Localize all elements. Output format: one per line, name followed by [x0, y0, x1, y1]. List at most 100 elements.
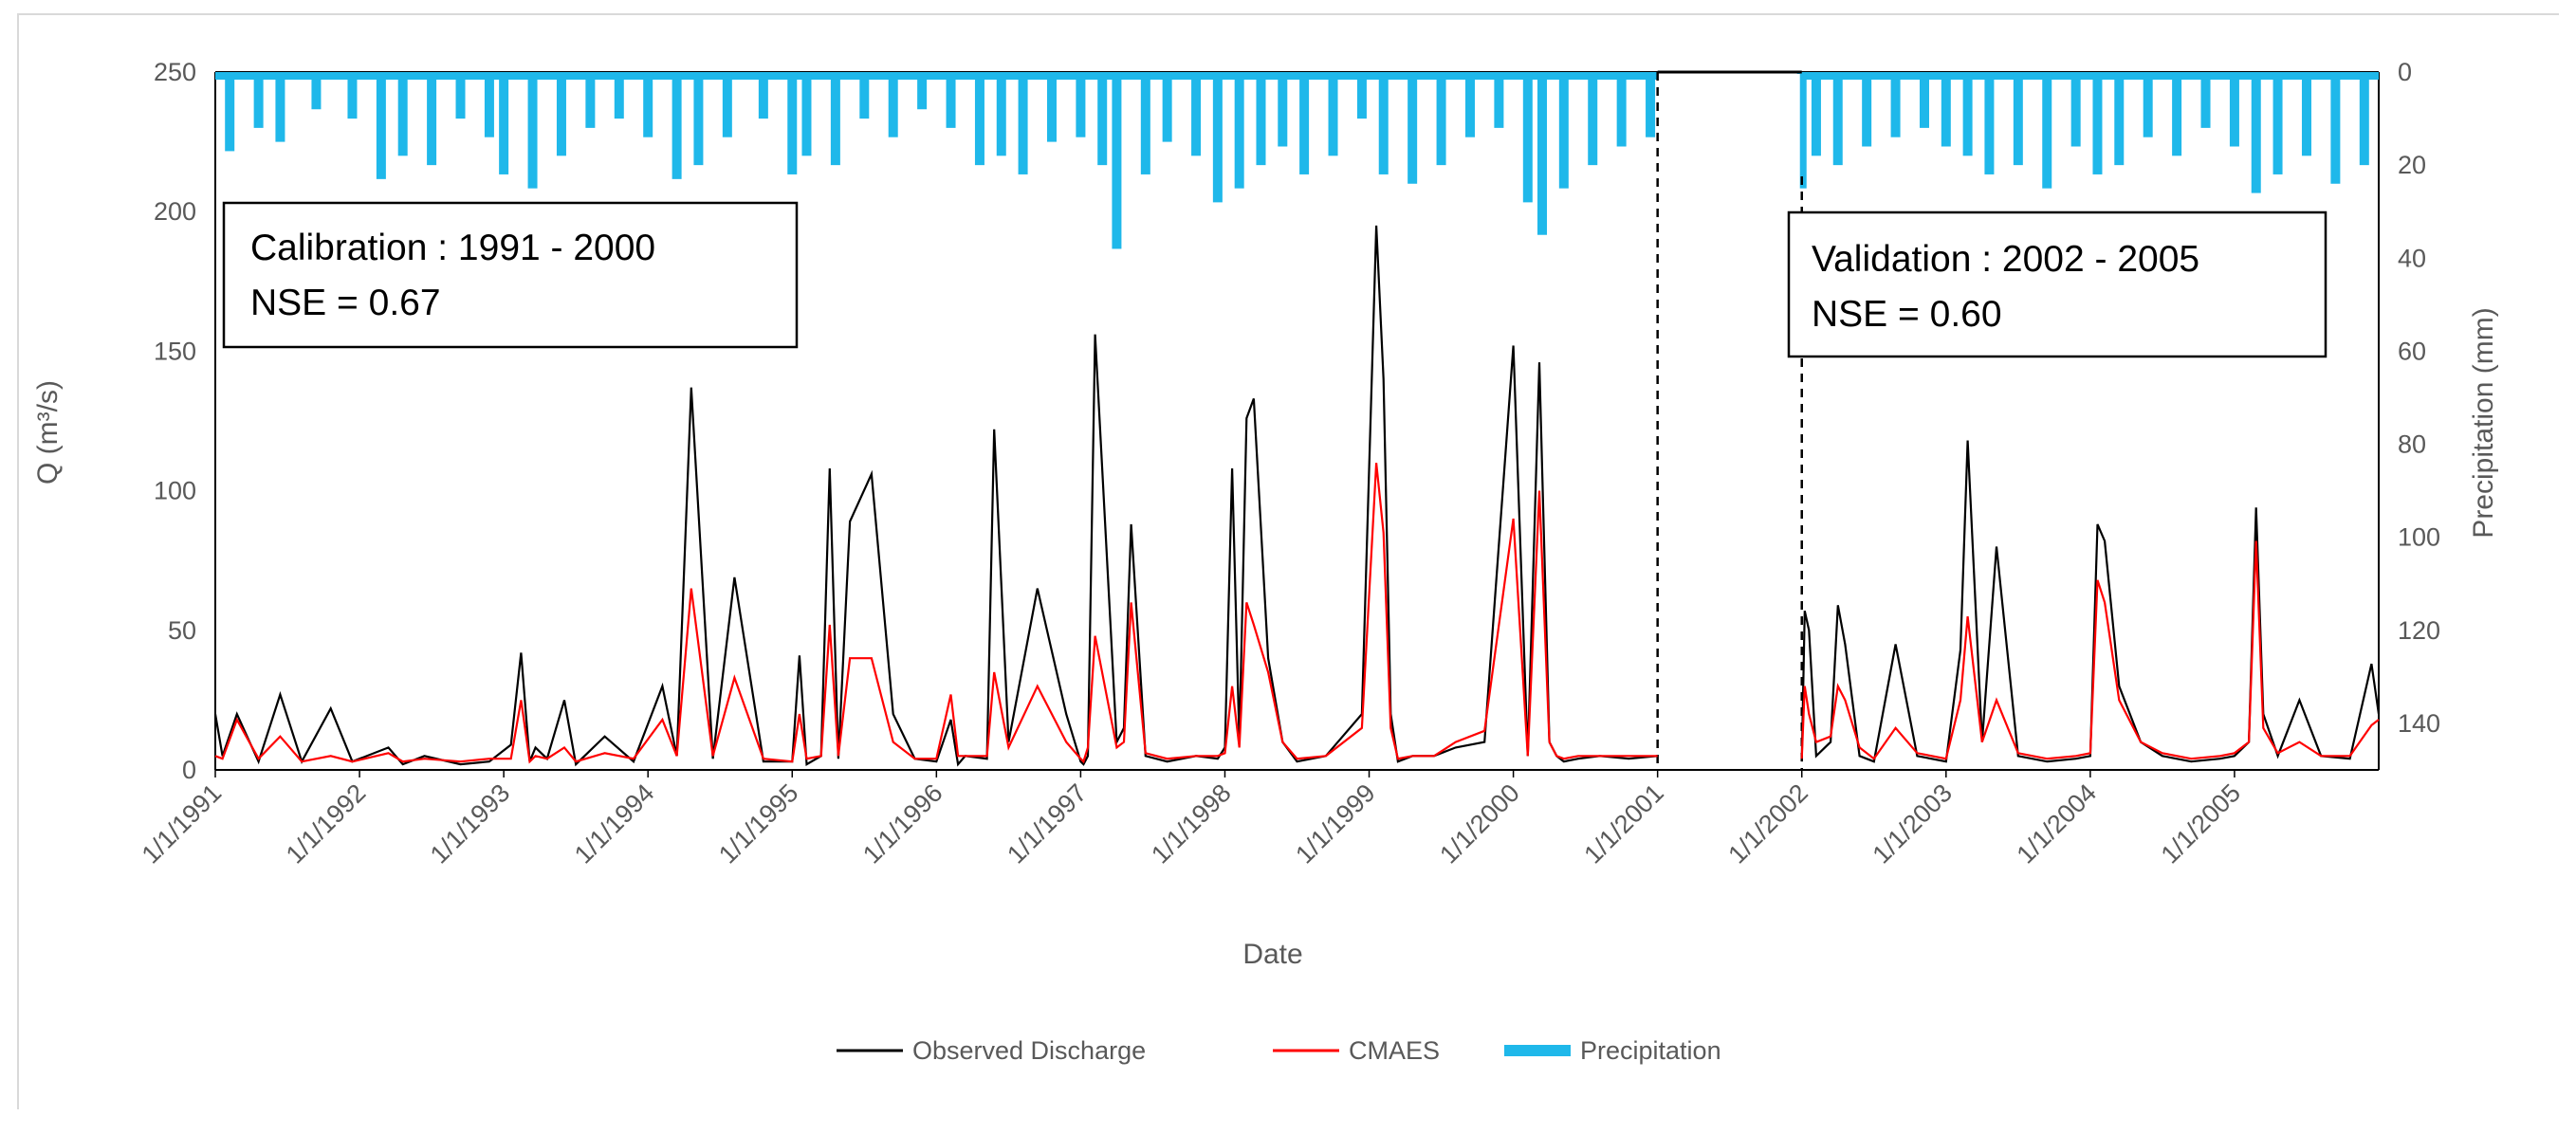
precip-bar: [1278, 72, 1288, 147]
calibration-nse-label: NSE = 0.67: [250, 283, 441, 323]
precip-bar: [1112, 72, 1122, 249]
y-tick-label: 100: [154, 477, 196, 505]
precip-bar: [2330, 72, 2341, 184]
precip-bar: [347, 72, 358, 119]
precip-bar: [643, 72, 653, 137]
precip-bar: [1256, 72, 1266, 166]
precip-bar: [693, 72, 704, 166]
y2-axis-title: Precipitation (mm): [2468, 307, 2499, 538]
precip-bar: [484, 72, 494, 137]
precip-bar: [2070, 72, 2081, 147]
precip-bar: [376, 72, 386, 179]
precip-bar: [1558, 72, 1569, 189]
precip-bar: [1328, 72, 1338, 156]
precip-bar: [859, 72, 870, 119]
x-axis-title: Date: [1242, 939, 1302, 970]
precip-bar: [1234, 72, 1244, 189]
calibration-box: [222, 201, 799, 349]
precip-bar: [1796, 72, 1807, 189]
precip-bar: [1494, 72, 1504, 128]
precip-bar: [1464, 72, 1475, 137]
precip-bar: [758, 72, 768, 119]
y2-tick-label: 0: [2398, 58, 2412, 86]
precip-bar: [2359, 72, 2369, 166]
legend-label-cmaes: CMAES: [1349, 1036, 1440, 1065]
precip-bar: [2092, 72, 2103, 174]
precip-bar: [1646, 72, 1656, 137]
precip-bar: [499, 72, 509, 174]
precip-bar: [1408, 72, 1418, 184]
precip-bar: [1832, 72, 1843, 166]
precip-bar: [917, 72, 928, 110]
legend-label-observed: Observed Discharge: [912, 1036, 1146, 1065]
precip-bar: [1356, 72, 1367, 119]
precip-bar: [996, 72, 1006, 156]
precip-bar: [2301, 72, 2311, 156]
precip-bar: [1140, 72, 1150, 174]
calibration-period-label: Calibration : 1991 - 2000: [250, 228, 655, 268]
precip-bar: [556, 72, 566, 156]
precip-bar: [1436, 72, 1446, 166]
precip-bar: [946, 72, 956, 128]
y2-tick-label: 140: [2398, 709, 2440, 738]
precip-bar: [974, 72, 984, 166]
validation-period-label: Validation : 2002 - 2005: [1812, 239, 2199, 280]
precip-bar: [2143, 72, 2153, 137]
precip-bar: [427, 72, 437, 166]
precip-bar: [722, 72, 732, 137]
precip-bar: [275, 72, 285, 142]
precip-bar: [225, 72, 235, 152]
y-axis-title: Q (m³/s): [32, 380, 64, 485]
precip-bar: [614, 72, 624, 119]
y-tick-label: 150: [154, 337, 196, 365]
precip-bar: [1097, 72, 1108, 166]
precip-bar: [787, 72, 798, 174]
precip-bar: [2272, 72, 2283, 174]
precip-bar: [1919, 72, 1929, 128]
precip-bar: [1984, 72, 1995, 174]
precip-band-validation: [1801, 72, 2379, 80]
precip-bar: [253, 72, 264, 128]
precip-bar: [2042, 72, 2052, 189]
precip-bar: [2114, 72, 2125, 166]
gap-region: [1659, 74, 1800, 768]
chart-frame: 0 50 100 150 200 250 0 20 40 60 80 100 120 140 1/1/199…: [17, 13, 2561, 1111]
precip-bar: [1299, 72, 1310, 174]
precip-bar: [1046, 72, 1057, 142]
y2-tick-label: 60: [2398, 337, 2426, 365]
precip-bar: [1018, 72, 1028, 174]
precip-bar: [311, 72, 322, 110]
precip-bar: [527, 72, 538, 189]
precip-bar: [2251, 72, 2261, 193]
legend: Observed Discharge CMAES Precipitation: [837, 1036, 1721, 1065]
legend-label-precipitation: Precipitation: [1580, 1036, 1721, 1065]
precip-bar: [888, 72, 898, 137]
precip-bar: [1941, 72, 1951, 147]
y-tick-label: 50: [168, 616, 196, 645]
precip-bar: [1378, 72, 1389, 174]
precip-bar: [1616, 72, 1627, 147]
precip-bar: [1522, 72, 1533, 203]
validation-box: [1787, 210, 2328, 358]
precip-bar: [1811, 72, 1821, 156]
calibration-annotation: Calibration : 1991 - 2000 NSE = 0.67: [222, 201, 799, 349]
precip-bar: [585, 72, 596, 128]
precip-bar: [1076, 72, 1086, 137]
y-tick-label: 250: [154, 58, 196, 86]
y2-tick-label: 20: [2398, 151, 2426, 179]
precip-bar: [1537, 72, 1548, 235]
precip-bar: [830, 72, 840, 166]
precip-bar: [672, 72, 682, 179]
y-tick-label: 0: [182, 756, 196, 784]
precip-bar: [397, 72, 408, 156]
precip-band-calibration: [215, 72, 1658, 80]
precip-bar: [1588, 72, 1598, 166]
y2-tick-label: 120: [2398, 616, 2440, 645]
precip-bar: [455, 72, 466, 119]
validation-nse-label: NSE = 0.60: [1812, 294, 2002, 335]
y2-tick-label: 80: [2398, 430, 2426, 459]
y-tick-label: 200: [154, 197, 196, 226]
precip-bar: [1212, 72, 1223, 203]
precip-bar: [801, 72, 812, 156]
